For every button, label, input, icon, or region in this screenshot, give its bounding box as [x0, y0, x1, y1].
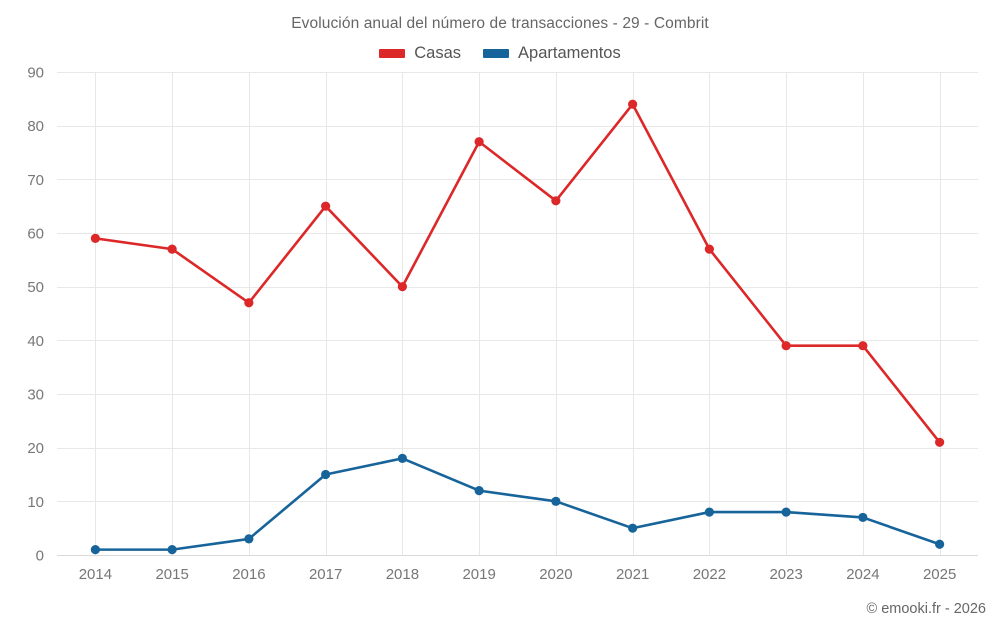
data-point[interactable]	[628, 523, 638, 533]
y-tick-label: 70	[27, 172, 44, 189]
data-point[interactable]	[858, 512, 868, 523]
y-tick-label: 10	[27, 494, 44, 511]
data-point[interactable]	[628, 99, 638, 109]
y-tick-label: 20	[27, 440, 44, 457]
data-point[interactable]	[167, 244, 177, 254]
data-point[interactable]	[858, 341, 868, 351]
data-point[interactable]	[781, 341, 791, 351]
y-tick-label: 40	[27, 333, 44, 350]
legend-label-apartamentos: Apartamentos	[518, 44, 621, 62]
y-tick-label: 90	[27, 65, 44, 82]
x-tick-label: 2021	[616, 566, 649, 583]
data-point[interactable]	[704, 244, 714, 254]
y-tick-label: 50	[27, 279, 44, 296]
data-point[interactable]	[90, 233, 100, 243]
data-point[interactable]	[474, 137, 484, 147]
legend-item-apartamentos[interactable]: Apartamentos	[483, 44, 621, 63]
data-point[interactable]	[551, 196, 561, 206]
series-data-points	[90, 99, 945, 555]
y-tick-label: 60	[27, 226, 44, 243]
y-gridlines	[57, 72, 978, 556]
x-tick-label: 2020	[539, 566, 572, 583]
chart-title: Evolución anual del número de transaccio…	[291, 15, 709, 32]
data-point[interactable]	[90, 545, 100, 555]
data-point[interactable]	[474, 486, 484, 496]
series-line-casas	[94, 102, 941, 444]
x-tick-label: 2018	[386, 566, 419, 583]
chart-legend: Casas Apartamentos	[0, 44, 1000, 63]
y-tick-label: 80	[27, 118, 44, 135]
x-tick-label: 2019	[462, 566, 495, 583]
footer-credit: © emooki.fr - 2026	[866, 601, 986, 617]
data-point[interactable]	[397, 453, 407, 463]
x-axis-tick-labels: 2014 2015 2016 2017 2018 2019 2020 2021 2022 2023…	[79, 566, 957, 583]
x-tick-label: 2017	[309, 566, 342, 583]
data-point[interactable]	[321, 201, 331, 211]
series-line-apartamentos	[94, 457, 941, 551]
x-tick-label: 2025	[923, 566, 956, 583]
legend-item-casas[interactable]: Casas	[379, 44, 461, 63]
y-axis-tick-labels: 0 10 20 30 40 50 60 70 80 90	[27, 65, 44, 565]
data-point[interactable]	[397, 282, 407, 292]
x-tick-label: 2024	[846, 566, 879, 583]
x-tick-label: 2014	[79, 566, 112, 583]
data-point[interactable]	[935, 539, 945, 549]
data-point[interactable]	[704, 507, 714, 517]
series-lines	[94, 102, 941, 551]
legend-swatch-icon-casas	[379, 49, 406, 58]
legend-label-casas: Casas	[414, 44, 462, 62]
x-tick-label: 2022	[693, 566, 726, 583]
data-point[interactable]	[244, 298, 254, 308]
x-tick-label: 2023	[769, 566, 802, 583]
data-point[interactable]	[167, 545, 177, 555]
x-tick-label: 2015	[155, 566, 188, 583]
data-point[interactable]	[551, 496, 561, 506]
x-gridlines	[95, 72, 941, 555]
x-tick-label: 2016	[232, 566, 265, 583]
legend-swatch-icon-apartamentos	[483, 49, 510, 58]
data-point[interactable]	[321, 469, 331, 480]
y-tick-label: 0	[36, 548, 44, 565]
y-tick-label: 30	[27, 387, 44, 404]
data-point[interactable]	[244, 534, 254, 544]
data-point[interactable]	[781, 507, 791, 517]
data-point[interactable]	[935, 437, 945, 447]
